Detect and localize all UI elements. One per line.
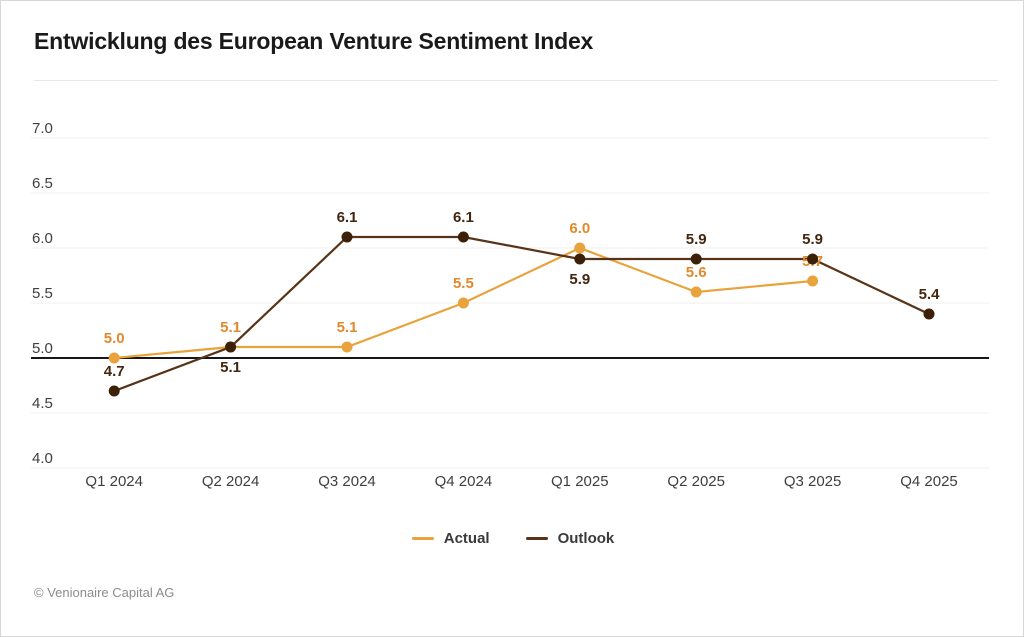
data-label-actual: 5.6 [686, 264, 707, 281]
data-label-outlook: 5.9 [569, 271, 590, 288]
y-tick-label: 6.0 [32, 230, 53, 247]
x-tick-label: Q3 2024 [318, 473, 376, 490]
x-tick-label: Q1 2025 [551, 473, 609, 490]
data-label-outlook: 6.1 [337, 209, 358, 226]
y-tick-label: 5.5 [32, 285, 53, 302]
legend-label-actual: Actual [443, 530, 490, 547]
data-label-outlook: 4.7 [104, 363, 125, 380]
copyright-text: © Venionaire Capital AG [34, 585, 175, 600]
data-point-actual [690, 286, 702, 298]
x-tick-label: Q2 2025 [667, 473, 725, 490]
data-point-actual [574, 242, 586, 254]
data-point-outlook [457, 231, 469, 243]
x-tick-label: Q2 2024 [202, 473, 260, 490]
data-label-outlook: 5.4 [919, 286, 941, 303]
data-point-outlook [341, 231, 353, 243]
page-title: Entwicklung des European Venture Sentime… [34, 28, 594, 54]
x-tick-label: Q3 2025 [784, 473, 842, 490]
data-label-outlook: 5.1 [220, 359, 241, 376]
legend-label-outlook: Outlook [557, 530, 615, 547]
y-tick-label: 7.0 [32, 120, 53, 137]
y-tick-label: 5.0 [32, 340, 53, 357]
data-label-actual: 5.0 [104, 330, 125, 347]
data-point-actual [108, 352, 120, 364]
data-label-actual: 5.5 [453, 275, 474, 292]
x-tick-label: Q4 2025 [900, 473, 958, 490]
data-point-outlook [225, 341, 237, 353]
y-tick-label: 6.5 [32, 175, 53, 192]
data-point-outlook [807, 253, 819, 265]
legend: Actual Outlook [1, 530, 1023, 547]
y-tick-label: 4.5 [32, 395, 53, 412]
data-point-outlook [690, 253, 702, 265]
x-tick-label: Q4 2024 [435, 473, 493, 490]
data-label-outlook: 6.1 [453, 209, 474, 226]
y-tick-label: 4.0 [32, 450, 53, 467]
data-point-actual [457, 297, 469, 309]
series-line-outlook [113, 235, 930, 393]
data-label-outlook: 5.9 [686, 231, 707, 248]
data-label-actual: 5.1 [220, 319, 241, 336]
legend-item-outlook: Outlook [525, 530, 615, 547]
data-label-actual: 6.0 [569, 220, 590, 237]
outlook-line-swatch-icon [525, 537, 548, 540]
title-divider [34, 80, 998, 81]
data-point-actual [341, 341, 353, 353]
data-label-actual: 5.1 [337, 319, 358, 336]
data-label-outlook: 5.9 [802, 231, 823, 248]
legend-item-actual: Actual [411, 530, 490, 547]
data-point-outlook [108, 385, 120, 397]
data-point-outlook [923, 308, 935, 320]
actual-line-swatch-icon [411, 537, 434, 540]
data-point-outlook [574, 253, 586, 265]
data-point-actual [807, 275, 819, 287]
x-tick-label: Q1 2024 [85, 473, 143, 490]
